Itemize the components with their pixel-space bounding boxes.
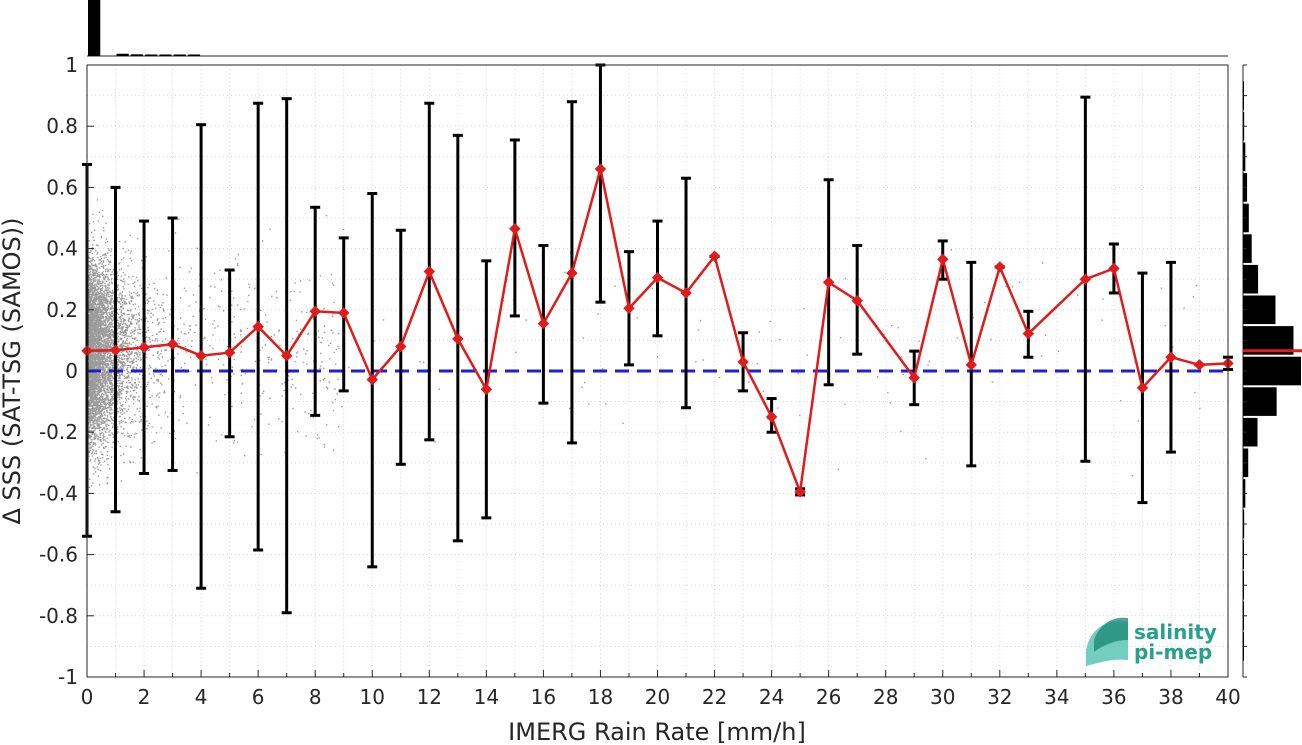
mean-marker: [252, 320, 264, 333]
mean-marker: [623, 302, 635, 314]
mean-marker: [509, 223, 521, 235]
y-tick-labels: -1 -0.8 -0.6 -0.4 -0.2 0 0.2 0.4 0.6 0.8 1: [39, 53, 78, 689]
mean-marker: [822, 276, 835, 288]
top-hist-bar: [130, 54, 144, 56]
mean-marker: [1079, 273, 1092, 285]
logo-wave-icon-back: [1094, 617, 1128, 652]
mean-marker: [366, 373, 378, 386]
y-tick-label: 0: [65, 359, 78, 383]
y-tick-label: 0.6: [46, 175, 78, 199]
right-histogram: [1242, 64, 1302, 678]
top-hist-bar: [187, 54, 201, 56]
y-tick-label: 0.8: [46, 114, 78, 138]
x-tick-label: 10: [360, 685, 385, 709]
mean-marker: [765, 411, 778, 423]
mean-marker: [994, 261, 1006, 273]
right-hist-bar: [1243, 417, 1258, 447]
mean-marker: [1193, 359, 1206, 371]
x-tick-label: 14: [474, 685, 499, 709]
mean-marker: [851, 294, 863, 307]
mean-marker: [166, 338, 179, 350]
x-tick-label: 12: [417, 685, 442, 709]
x-tick-labels: 0 2 4 6 8 10 12 14 16 18 20 22 24 26 28 30 32 34 36 38 40: [81, 685, 1241, 709]
x-tick-label: 20: [645, 685, 670, 709]
y-tick-label: -1: [58, 665, 78, 689]
mean-marker: [480, 383, 493, 396]
mean-marker: [280, 349, 293, 362]
y-axis-label: Δ SSS (SAT-TSG (SAMOS)): [0, 217, 26, 524]
mean-marker: [908, 372, 920, 384]
top-hist-bar: [159, 54, 172, 56]
top-hist-bar: [116, 53, 129, 56]
y-tick-label: -0.8: [39, 604, 78, 628]
top-histogram: [87, 0, 1228, 57]
mean-marker: [452, 333, 464, 345]
mean-marker: [423, 265, 436, 278]
y-tick-label: 0.2: [46, 298, 78, 322]
x-tick-label: 16: [531, 685, 556, 709]
mean-marker: [1108, 262, 1120, 275]
y-tick-label: -0.2: [39, 420, 78, 444]
y-tick-label: 0.4: [46, 237, 78, 261]
right-hist-bar: [1243, 264, 1259, 294]
logo-text-line1: salinity: [1134, 620, 1217, 644]
mean-marker: [737, 356, 749, 368]
mean-marker: [651, 271, 664, 284]
right-hist-bar: [1243, 234, 1252, 263]
mean-marker: [794, 486, 806, 498]
x-tick-label: 26: [816, 685, 841, 709]
x-tick-label: 24: [759, 685, 784, 709]
salinity-pi-mep-logo: salinity pi-mep: [1086, 617, 1217, 666]
mean-marker: [680, 287, 692, 299]
mean-marker: [338, 307, 350, 319]
mean-marker: [937, 253, 949, 266]
right-hist-bar: [1243, 356, 1301, 386]
top-hist-bar: [88, 0, 101, 56]
x-tick-label: 38: [1158, 685, 1183, 709]
top-hist-bar: [173, 54, 186, 56]
x-tick-label: 34: [1044, 685, 1069, 709]
mean-marker: [594, 163, 607, 175]
mean-marker: [195, 349, 207, 362]
x-tick-label: 4: [195, 685, 208, 709]
mean-marker: [1136, 382, 1149, 394]
right-hist-bar: [1243, 387, 1277, 416]
mean-marker: [109, 344, 122, 356]
x-tick-label: 0: [81, 685, 94, 709]
axis-ticks: [86, 64, 1229, 678]
mean-marker: [138, 341, 150, 354]
logo-text-line2: pi-mep: [1134, 640, 1212, 664]
x-tick-label: 36: [1101, 685, 1126, 709]
x-tick-label: 6: [252, 685, 265, 709]
mean-marker: [309, 305, 321, 318]
x-tick-label: 22: [702, 685, 727, 709]
mean-marker: [537, 317, 550, 330]
mean-marker: [708, 250, 721, 262]
mean-marker: [1165, 351, 1177, 363]
mean-marker: [395, 340, 407, 353]
mean-marker: [566, 267, 578, 279]
x-tick-label: 28: [873, 685, 898, 709]
x-tick-label: 18: [588, 685, 613, 709]
x-tick-label: 8: [309, 685, 322, 709]
y-tick-label: -0.6: [39, 543, 78, 567]
y-tick-label: -0.4: [39, 481, 78, 505]
mean-marker: [965, 359, 977, 371]
x-axis-label: IMERG Rain Rate [mm/h]: [508, 718, 806, 745]
top-hist-bar: [145, 54, 158, 56]
right-hist-bar: [1243, 295, 1276, 325]
main-plot-area: 0 2 4 6 8 10 12 14 16 18 20 22 24 26 28 30 32 34 36 38 40 -1…: [39, 53, 1241, 709]
mean-marker: [1022, 327, 1035, 340]
x-tick-label: 2: [138, 685, 151, 709]
y-tick-label: 1: [65, 53, 78, 77]
x-tick-label: 30: [930, 685, 955, 709]
x-tick-label: 40: [1215, 685, 1240, 709]
x-tick-label: 32: [987, 685, 1012, 709]
mean-marker: [223, 346, 236, 359]
